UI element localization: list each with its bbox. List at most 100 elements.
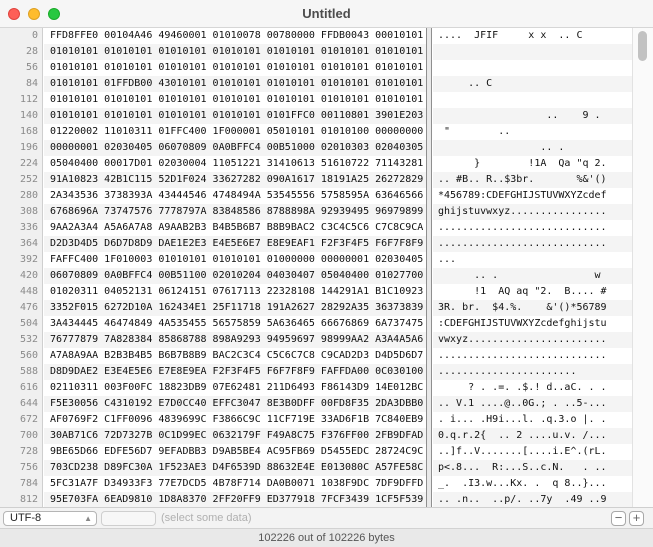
ascii-text[interactable]: .. #B.. R..$3br. %&'()	[438, 174, 607, 185]
hex-row[interactable]: 476 3352F015 6272D10A 162434E1 25F11718 1…	[0, 300, 632, 316]
hex-bytes[interactable]: A7A8A9AA B2B3B4B5 B6B7B8B9 BAC2C3C4 C5C6…	[50, 350, 424, 361]
ascii-text[interactable]: ............................	[438, 350, 607, 361]
ascii-text[interactable]: !1 AQ aq "2. B.... #	[438, 286, 607, 297]
hex-row[interactable]: 448 01020311 04052131 06124151 07617113 2…	[0, 284, 632, 300]
hex-row[interactable]: 280 2A343536 3738393A 43444546 4748494A 5…	[0, 188, 632, 204]
hex-row[interactable]: 252 91A10823 42B1C115 52D1F024 33627282 0…	[0, 172, 632, 188]
data-inspector-field[interactable]	[101, 511, 156, 526]
zoom-button[interactable]	[48, 8, 60, 20]
ascii-text[interactable]: ? . .=. .$.! d..aC. . .	[438, 382, 607, 393]
ascii-text[interactable]: 0.q.r.2{ .. 2 ....u.v. /...	[438, 430, 607, 441]
row-offset: 560	[19, 350, 38, 361]
hex-row[interactable]: 0 FFD8FFE0 00104A46 49460001 01010078 007…	[0, 28, 632, 44]
hex-bytes[interactable]: 01010101 01010101 01010101 01010101 0101…	[50, 94, 424, 105]
ascii-text[interactable]: vwxyz.......................	[438, 334, 607, 345]
hex-row[interactable]: 112 01010101 01010101 01010101 01010101 0…	[0, 92, 632, 108]
hex-row[interactable]: 728 9BE65D66 EDFE56D7 9EFADBB3 D9AB5BE4 A…	[0, 444, 632, 460]
hex-bytes[interactable]: 02110311 003F00FC 18823DB9 07E62481 211D…	[50, 382, 424, 393]
ascii-text[interactable]: .. .n.. ..p/. ..7y .49 ..9	[438, 494, 607, 505]
hex-row[interactable]: 532 76777879 7A828384 85868788 898A9293 9…	[0, 332, 632, 348]
ascii-text[interactable]: :CDEFGHIJSTUVWXYZcdefghijstu	[438, 318, 607, 329]
hex-row[interactable]: 700 30AB71C6 72D7327B 0C1D99EC 0632179F F…	[0, 428, 632, 444]
scrollbar-thumb[interactable]	[638, 31, 647, 61]
vertical-scrollbar[interactable]	[632, 28, 653, 507]
hex-row[interactable]: 504 3A434445 46474849 4A535455 56575859 5…	[0, 316, 632, 332]
ascii-text[interactable]: .. . w	[438, 270, 607, 281]
hex-bytes[interactable]: 5FC31A7F D34933F3 77E7DCD5 4B78F714 DA0B…	[50, 478, 424, 489]
hex-bytes[interactable]: 01220002 11010311 01FFC400 1F000001 0501…	[50, 126, 424, 137]
remove-inspector-button[interactable]: −	[611, 511, 626, 526]
hex-bytes[interactable]: FFD8FFE0 00104A46 49460001 01010078 0078…	[50, 30, 424, 41]
hex-row[interactable]: 84 01010101 01FFDB00 43010101 01010101 01…	[0, 76, 632, 92]
hex-row[interactable]: 588 D8D9DAE2 E3E4E5E6 E7E8E9EA F2F3F4F5 F…	[0, 364, 632, 380]
ascii-text[interactable]: .. V.1 ....@..0G.; . ..5-...	[438, 398, 607, 409]
hex-bytes[interactable]: 01020311 04052131 06124151 07617113 2232…	[50, 286, 424, 297]
hex-bytes[interactable]: 30AB71C6 72D7327B 0C1D99EC 0632179F F49A…	[50, 430, 424, 441]
hex-bytes[interactable]: 3352F015 6272D10A 162434E1 25F11718 191A…	[50, 302, 424, 313]
hex-row[interactable]: 140 01010101 01010101 01010101 01010101 0…	[0, 108, 632, 124]
ascii-text[interactable]: *456789:CDEFGHIJSTUVWXYZcdef	[438, 190, 607, 201]
ascii-text[interactable]: ............................	[438, 238, 607, 249]
ascii-text[interactable]: " ..	[438, 126, 511, 137]
ascii-text[interactable]: . i... .H9i...l. .q.3.o |. .	[438, 414, 607, 425]
hex-bytes[interactable]: 06070809 0A0BFFC4 00B51100 02010204 0403…	[50, 270, 424, 281]
hex-row-bg	[44, 172, 426, 188]
hex-bytes[interactable]: 95E703FA 6EAD9810 1D8A8370 2FF20FF9 ED37…	[50, 494, 424, 505]
ascii-text[interactable]: .......................	[438, 366, 577, 377]
hex-bytes[interactable]: 9AA2A3A4 A5A6A7A8 A9AAB2B3 B4B5B6B7 B8B9…	[50, 222, 424, 233]
hex-row[interactable]: 56 01010101 01010101 01010101 01010101 01…	[0, 60, 632, 76]
ascii-text[interactable]: ghijstuvwxyz................	[438, 206, 607, 217]
add-inspector-button[interactable]: +	[629, 511, 644, 526]
minimize-button[interactable]	[28, 8, 40, 20]
hex-row[interactable]: 756 703CD238 D89FC30A 1F523AE3 D4F6539D 8…	[0, 460, 632, 476]
hex-row[interactable]: 644 F5E30056 C4310192 E7D0CC40 EFFC3047 8…	[0, 396, 632, 412]
hex-bytes[interactable]: 01010101 01010101 01010101 01010101 0101…	[50, 62, 424, 73]
hex-row[interactable]: 784 5FC31A7F D34933F3 77E7DCD5 4B78F714 D…	[0, 476, 632, 492]
hex-bytes[interactable]: 9BE65D66 EDFE56D7 9EFADBB3 D9AB5BE4 AC95…	[50, 446, 424, 457]
ascii-text[interactable]: } !1A Qa "q 2.	[438, 158, 607, 169]
ascii-text[interactable]: ...	[438, 254, 457, 265]
hex-editor[interactable]: 0 FFD8FFE0 00104A46 49460001 01010078 007…	[0, 28, 653, 507]
hex-bytes[interactable]: 05040400 00017D01 02030004 11051221 3141…	[50, 158, 424, 169]
hex-bytes[interactable]: FAFFC400 1F010003 01010101 01010101 0100…	[50, 254, 424, 265]
ascii-text[interactable]: ..]f..V.......[....i.E^.(rL.	[438, 446, 607, 457]
ascii-text[interactable]: ............................	[438, 222, 607, 233]
hex-row[interactable]: 28 01010101 01010101 01010101 01010101 01…	[0, 44, 632, 60]
ascii-text[interactable]: _. .I3.w...Kx. . q 8..}...	[438, 478, 607, 489]
hex-bytes[interactable]: 91A10823 42B1C115 52D1F024 33627282 090A…	[50, 174, 424, 185]
hex-row[interactable]: 392 FAFFC400 1F010003 01010101 01010101 0…	[0, 252, 632, 268]
hex-row[interactable]: 224 05040400 00017D01 02030004 11051221 3…	[0, 156, 632, 172]
hex-bytes[interactable]: D2D3D4D5 D6D7D8D9 DAE1E2E3 E4E5E6E7 E8E9…	[50, 238, 424, 249]
ascii-text[interactable]: 3R. br. $4.%. &'()*56789	[438, 302, 607, 313]
ascii-text[interactable]: .. C	[438, 78, 493, 89]
hex-bytes[interactable]: 01010101 01FFDB00 43010101 01010101 0101…	[50, 78, 424, 89]
hex-row[interactable]: 364 D2D3D4D5 D6D7D8D9 DAE1E2E3 E4E5E6E7 E…	[0, 236, 632, 252]
encoding-select[interactable]: UTF-8 ▲▼	[3, 511, 97, 536]
hex-row[interactable]: 812 95E703FA 6EAD9810 1D8A8370 2FF20FF9 E…	[0, 492, 632, 507]
hex-bytes[interactable]: 2A343536 3738393A 43444546 4748494A 5354…	[50, 190, 424, 201]
hex-bytes[interactable]: 01010101 01010101 01010101 01010101 0101…	[50, 110, 424, 121]
hex-bytes[interactable]: AF0769F2 C1FF0096 4839699C F3866C9C 11CF…	[50, 414, 424, 425]
hex-row[interactable]: 196 00000001 02030405 06070809 0A0BFFC4 0…	[0, 140, 632, 156]
hex-row[interactable]: 308 6768696A 73747576 7778797A 83848586 8…	[0, 204, 632, 220]
hex-bytes[interactable]: 00000001 02030405 06070809 0A0BFFC4 00B5…	[50, 142, 424, 153]
hex-row[interactable]: 616 02110311 003F00FC 18823DB9 07E62481 2…	[0, 380, 632, 396]
hex-row[interactable]: 560 A7A8A9AA B2B3B4B5 B6B7B8B9 BAC2C3C4 C…	[0, 348, 632, 364]
hex-row[interactable]: 420 06070809 0A0BFFC4 00B51100 02010204 0…	[0, 268, 632, 284]
ascii-text[interactable]: .... JFIF x x .. C	[438, 30, 583, 41]
hex-bytes[interactable]: F5E30056 C4310192 E7D0CC40 EFFC3047 8E3B…	[50, 398, 424, 409]
hex-row[interactable]: 336 9AA2A3A4 A5A6A7A8 A9AAB2B3 B4B5B6B7 B…	[0, 220, 632, 236]
ascii-text[interactable]: .. 9 .	[438, 110, 607, 121]
hex-bytes[interactable]: 6768696A 73747576 7778797A 83848586 8788…	[50, 206, 424, 217]
hex-bytes[interactable]: 703CD238 D89FC30A 1F523AE3 D4F6539D 8863…	[50, 462, 424, 473]
hex-bytes[interactable]: 01010101 01010101 01010101 01010101 0101…	[50, 46, 424, 57]
hex-bytes[interactable]: 3A434445 46474849 4A535455 56575859 5A63…	[50, 318, 424, 329]
hex-bytes[interactable]: D8D9DAE2 E3E4E5E6 E7E8E9EA F2F3F4F5 F6F7…	[50, 366, 424, 377]
hex-row[interactable]: 168 01220002 11010311 01FFC400 1F000001 0…	[0, 124, 632, 140]
close-button[interactable]	[8, 8, 20, 20]
hex-bytes[interactable]: 76777879 7A828384 85868788 898A9293 9495…	[50, 334, 424, 345]
ascii-text[interactable]: .. .	[438, 142, 565, 153]
hex-row[interactable]: 672 AF0769F2 C1FF0096 4839699C F3866C9C 1…	[0, 412, 632, 428]
pane-divider[interactable]	[426, 28, 432, 507]
ascii-text[interactable]: p<.8... R:...S..c.N. . ..	[438, 462, 607, 473]
